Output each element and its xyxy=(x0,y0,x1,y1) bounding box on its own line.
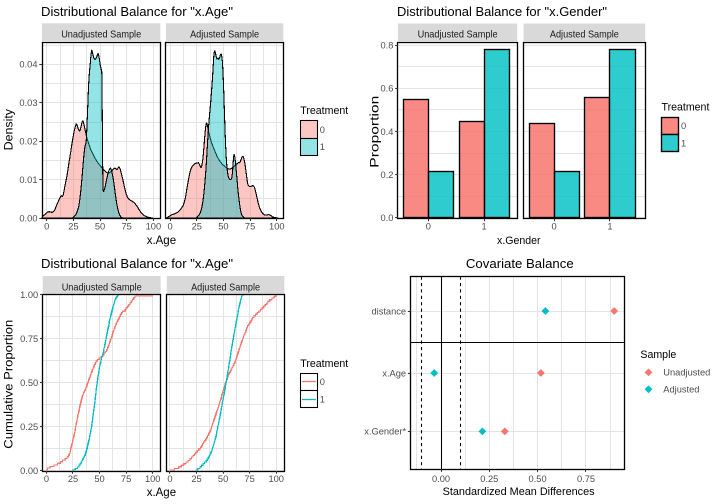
svg-text:Distributional Balance for "x.: Distributional Balance for "x.Age" xyxy=(41,256,233,271)
svg-text:Proportion: Proportion xyxy=(367,96,381,168)
svg-text:Treatment: Treatment xyxy=(300,105,348,117)
svg-text:x.Age: x.Age xyxy=(382,368,406,378)
svg-text:100: 100 xyxy=(269,222,285,232)
svg-text:0.00: 0.00 xyxy=(19,213,37,223)
svg-text:Unadjusted Sample: Unadjusted Sample xyxy=(62,282,142,293)
svg-text:0.75: 0.75 xyxy=(20,334,38,344)
svg-text:0.75: 0.75 xyxy=(577,474,595,484)
svg-text:0: 0 xyxy=(44,474,49,484)
svg-text:0: 0 xyxy=(44,222,49,232)
svg-text:0.50: 0.50 xyxy=(529,474,547,484)
svg-text:Standardized Mean Differences: Standardized Mean Differences xyxy=(443,486,595,498)
svg-text:Treatment: Treatment xyxy=(662,101,710,113)
svg-text:75: 75 xyxy=(244,474,254,484)
svg-text:25: 25 xyxy=(192,222,202,232)
svg-text:Distributional Balance for "x.: Distributional Balance for "x.Age" xyxy=(41,4,233,19)
svg-text:0.03: 0.03 xyxy=(19,98,37,108)
svg-text:0.25: 0.25 xyxy=(480,474,498,484)
svg-text:0.01: 0.01 xyxy=(19,175,37,185)
svg-text:0: 0 xyxy=(320,125,325,135)
svg-text:Unadjusted: Unadjusted xyxy=(663,368,710,378)
svg-text:50: 50 xyxy=(95,222,105,232)
svg-text:Covariate Balance: Covariate Balance xyxy=(466,256,574,271)
svg-text:50: 50 xyxy=(218,222,228,232)
svg-text:Density: Density xyxy=(2,108,16,150)
svg-text:Adjusted Sample: Adjusted Sample xyxy=(190,30,259,41)
svg-text:25: 25 xyxy=(68,222,78,232)
svg-text:100: 100 xyxy=(268,474,284,484)
svg-text:0: 0 xyxy=(167,474,172,484)
svg-text:100: 100 xyxy=(145,474,161,484)
svg-text:x.Age: x.Age xyxy=(147,235,176,247)
svg-text:1.00: 1.00 xyxy=(20,290,38,300)
svg-text:0.04: 0.04 xyxy=(19,60,37,70)
svg-text:1: 1 xyxy=(320,142,325,152)
svg-text:0.00: 0.00 xyxy=(20,466,38,476)
svg-text:0: 0 xyxy=(320,377,325,387)
svg-text:0.0: 0.0 xyxy=(380,213,393,223)
svg-text:0.2: 0.2 xyxy=(380,170,393,180)
svg-text:x.Age: x.Age xyxy=(147,487,176,499)
svg-text:Adjusted: Adjusted xyxy=(663,385,699,395)
svg-text:1: 1 xyxy=(607,222,612,232)
svg-text:75: 75 xyxy=(122,222,132,232)
svg-text:75: 75 xyxy=(245,222,255,232)
svg-text:Unadjusted Sample: Unadjusted Sample xyxy=(418,30,498,41)
svg-text:0: 0 xyxy=(681,121,686,131)
svg-text:0: 0 xyxy=(426,222,431,232)
svg-text:0: 0 xyxy=(552,222,557,232)
svg-text:25: 25 xyxy=(68,474,78,484)
svg-text:0.8: 0.8 xyxy=(380,41,393,51)
svg-text:0.6: 0.6 xyxy=(380,84,393,94)
svg-text:50: 50 xyxy=(94,474,104,484)
svg-text:Adjusted Sample: Adjusted Sample xyxy=(550,30,619,41)
svg-text:x.Gender*: x.Gender* xyxy=(364,427,406,437)
svg-text:Adjusted Sample: Adjusted Sample xyxy=(191,282,260,293)
svg-text:Cumulative Proportion: Cumulative Proportion xyxy=(2,320,16,449)
svg-text:Sample: Sample xyxy=(640,349,676,361)
svg-text:0: 0 xyxy=(168,222,173,232)
svg-text:0.4: 0.4 xyxy=(380,127,393,137)
svg-text:Unadjusted Sample: Unadjusted Sample xyxy=(61,30,141,41)
svg-text:0.02: 0.02 xyxy=(19,137,37,147)
svg-text:Distributional Balance for "x.: Distributional Balance for "x.Gender" xyxy=(397,4,607,19)
svg-text:0.25: 0.25 xyxy=(20,422,38,432)
svg-text:75: 75 xyxy=(121,474,131,484)
svg-text:1: 1 xyxy=(681,138,686,148)
svg-text:x.Gender: x.Gender xyxy=(497,235,541,247)
svg-text:100: 100 xyxy=(146,222,162,232)
svg-text:1: 1 xyxy=(482,222,487,232)
svg-text:distance: distance xyxy=(371,306,406,316)
svg-text:0.50: 0.50 xyxy=(20,378,38,388)
svg-text:0.00: 0.00 xyxy=(432,474,450,484)
svg-text:25: 25 xyxy=(191,474,201,484)
svg-text:Treatment: Treatment xyxy=(300,358,348,370)
svg-text:50: 50 xyxy=(218,474,228,484)
svg-text:1: 1 xyxy=(320,394,325,404)
